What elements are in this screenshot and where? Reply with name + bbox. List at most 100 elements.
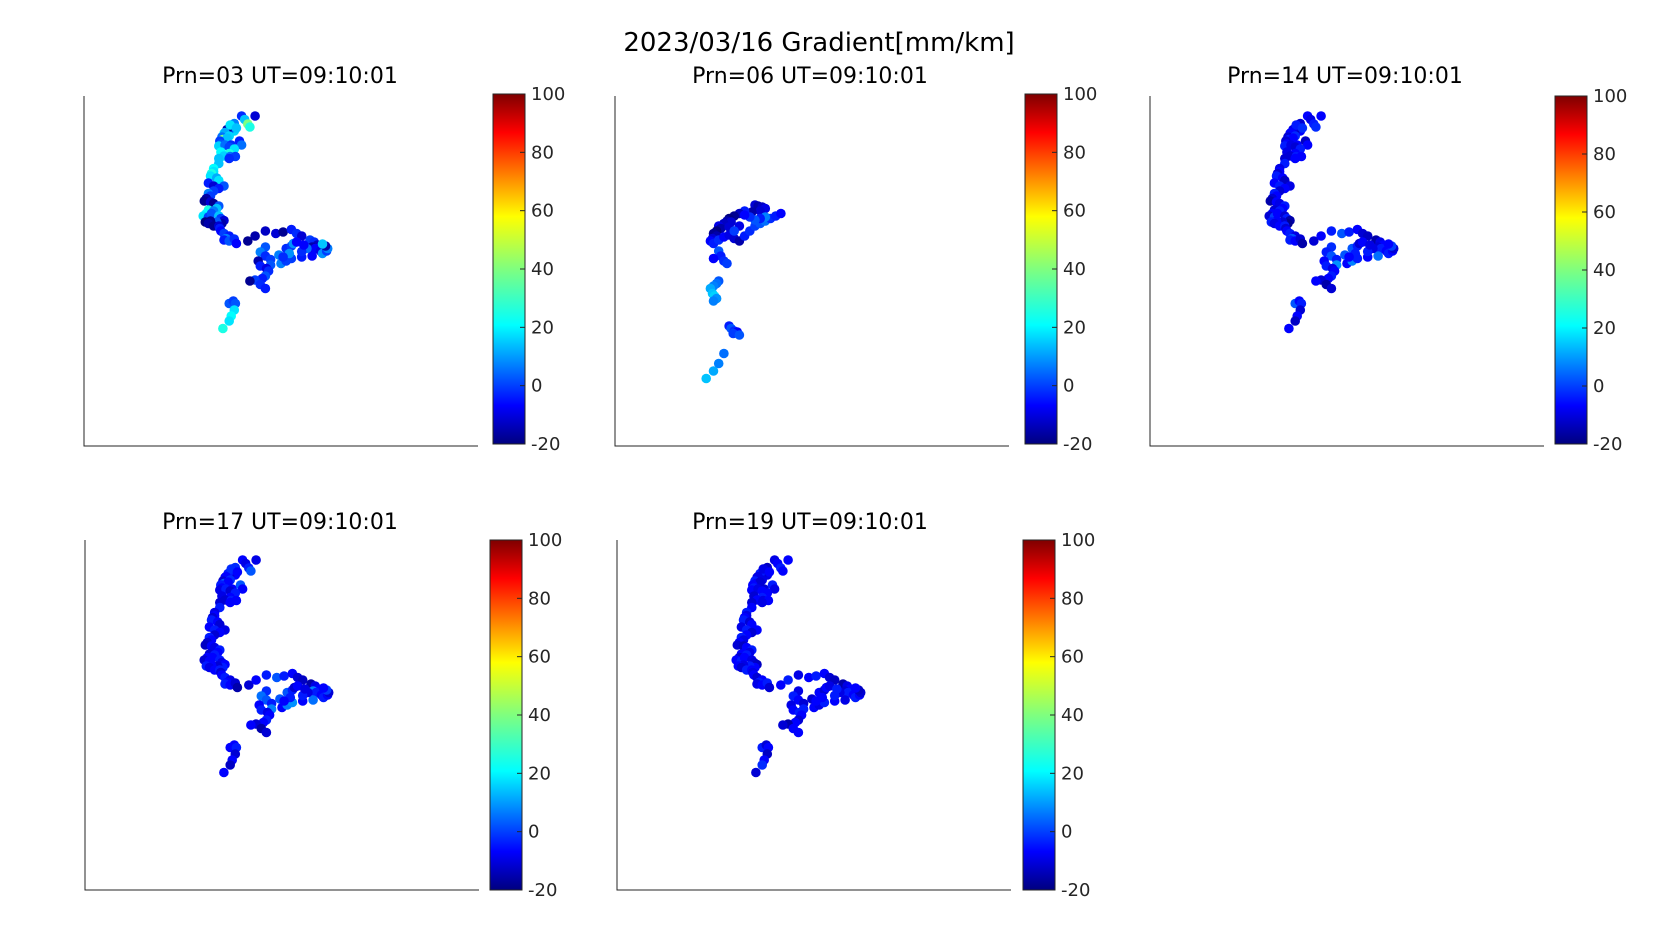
- data-point: [811, 696, 821, 706]
- colorbar-tick-label: -20: [1593, 434, 1622, 455]
- data-point: [778, 566, 788, 576]
- scatter-points: [1264, 111, 1399, 334]
- data-point: [1344, 227, 1354, 237]
- data-point: [237, 584, 248, 594]
- data-point: [207, 652, 218, 663]
- data-point: [225, 760, 235, 770]
- data-point: [1326, 283, 1337, 294]
- data-point: [722, 258, 732, 269]
- data-point: [218, 323, 228, 334]
- axes-frame: [83, 96, 478, 447]
- data-point: [1337, 228, 1347, 239]
- data-point: [1311, 122, 1321, 132]
- axes-frame: [84, 540, 479, 891]
- data-point: [1290, 153, 1300, 164]
- data-point: [1297, 238, 1308, 249]
- colorbar: [492, 93, 526, 445]
- data-point: [206, 208, 217, 219]
- data-point: [279, 696, 289, 706]
- data-point: [1297, 123, 1308, 133]
- data-point: [1284, 323, 1294, 334]
- data-point: [824, 681, 835, 691]
- colorbar-tick-label: 40: [1593, 260, 1616, 281]
- data-point: [708, 366, 719, 376]
- subplot-title: Prn=03 UT=09:10:01: [162, 64, 398, 89]
- data-point: [278, 252, 288, 262]
- colorbar: [1554, 95, 1588, 445]
- data-point: [757, 597, 767, 608]
- axes-frame: [616, 540, 1011, 891]
- data-point: [793, 727, 804, 738]
- data-point: [231, 123, 242, 133]
- subplot-3: Prn=14 UT=09:10:01 100 80 60 40 20 0 -20: [1149, 64, 1627, 455]
- figure-title: 2023/03/16 Gradient[mm/km]: [623, 28, 1014, 58]
- colorbar-tick-label: 40: [1061, 705, 1084, 726]
- colorbar-tick-label: 100: [1593, 86, 1627, 107]
- data-point: [701, 373, 711, 384]
- colorbar-tick-label: 40: [531, 259, 554, 280]
- data-point: [1373, 251, 1383, 261]
- data-point: [231, 238, 242, 249]
- subplot-1: Prn=03 UT=09:10:01 100 80 60 40 20 0 -20: [83, 64, 565, 455]
- colorbar-tick-label: 80: [531, 142, 554, 163]
- colorbar-tick-label: 100: [1063, 84, 1097, 105]
- axes-frame: [614, 96, 1009, 447]
- data-point: [757, 760, 767, 770]
- data-point: [734, 330, 745, 340]
- data-point: [1316, 111, 1326, 121]
- subplot-title: Prn=06 UT=09:10:01: [692, 64, 928, 89]
- data-point: [1272, 208, 1283, 219]
- colorbar-tick-label: 100: [1061, 530, 1095, 551]
- data-point: [840, 695, 850, 705]
- data-point: [243, 236, 253, 246]
- colorbar-tick-label: 0: [531, 376, 542, 397]
- data-point: [278, 227, 288, 237]
- colorbar-tick-label: 80: [1061, 588, 1084, 609]
- colorbar-tick-label: 100: [531, 84, 565, 105]
- colorbar-tick-label: 20: [531, 317, 554, 338]
- data-point: [1344, 252, 1354, 262]
- data-point: [1357, 237, 1368, 247]
- data-point: [261, 727, 272, 738]
- data-point: [850, 683, 861, 693]
- data-point: [292, 681, 303, 691]
- colorbar-tick-label: 20: [528, 763, 551, 784]
- colorbar-tick-label: 100: [528, 530, 562, 551]
- scatter-points: [199, 555, 334, 778]
- colorbar: [489, 539, 523, 891]
- data-point: [224, 316, 234, 326]
- data-point: [776, 680, 786, 690]
- subplot-4: Prn=17 UT=09:10:01 100 80 60 40 20 0 -20: [84, 510, 562, 901]
- colorbar-tick-label: 40: [528, 705, 551, 726]
- data-point: [708, 253, 719, 264]
- data-point: [244, 680, 254, 690]
- data-point: [251, 675, 261, 685]
- colorbar-tick-label: 80: [1593, 144, 1616, 165]
- data-point: [291, 237, 302, 247]
- data-point: [1383, 239, 1394, 249]
- colorbar-tick-label: 20: [1063, 317, 1086, 338]
- colorbar-tick-label: -20: [528, 880, 557, 901]
- subplot-5: Prn=19 UT=09:10:01 100 80 60 40 20 0 -20: [616, 510, 1095, 901]
- data-point: [232, 682, 243, 693]
- data-point: [279, 671, 289, 681]
- data-point: [764, 567, 775, 577]
- data-point: [1365, 240, 1375, 250]
- colorbar-tick-label: 0: [1063, 376, 1074, 397]
- data-point: [300, 684, 310, 694]
- data-point: [250, 231, 260, 241]
- scatter-points: [701, 200, 786, 384]
- subplot-title: Prn=17 UT=09:10:01: [162, 510, 398, 535]
- colorbar-tick-label: 0: [1061, 822, 1072, 843]
- subplot-2: Prn=06 UT=09:10:01 100 80 60 40 20 0 -20: [614, 64, 1097, 455]
- data-point: [764, 682, 775, 693]
- data-point: [224, 153, 234, 164]
- colorbar-tick-label: 60: [528, 647, 551, 668]
- data-point: [793, 670, 804, 680]
- data-point: [271, 228, 281, 239]
- data-point: [729, 226, 739, 236]
- colorbar-tick-label: 80: [1063, 142, 1086, 163]
- data-point: [261, 670, 272, 680]
- colorbar-tick-label: -20: [1061, 880, 1090, 901]
